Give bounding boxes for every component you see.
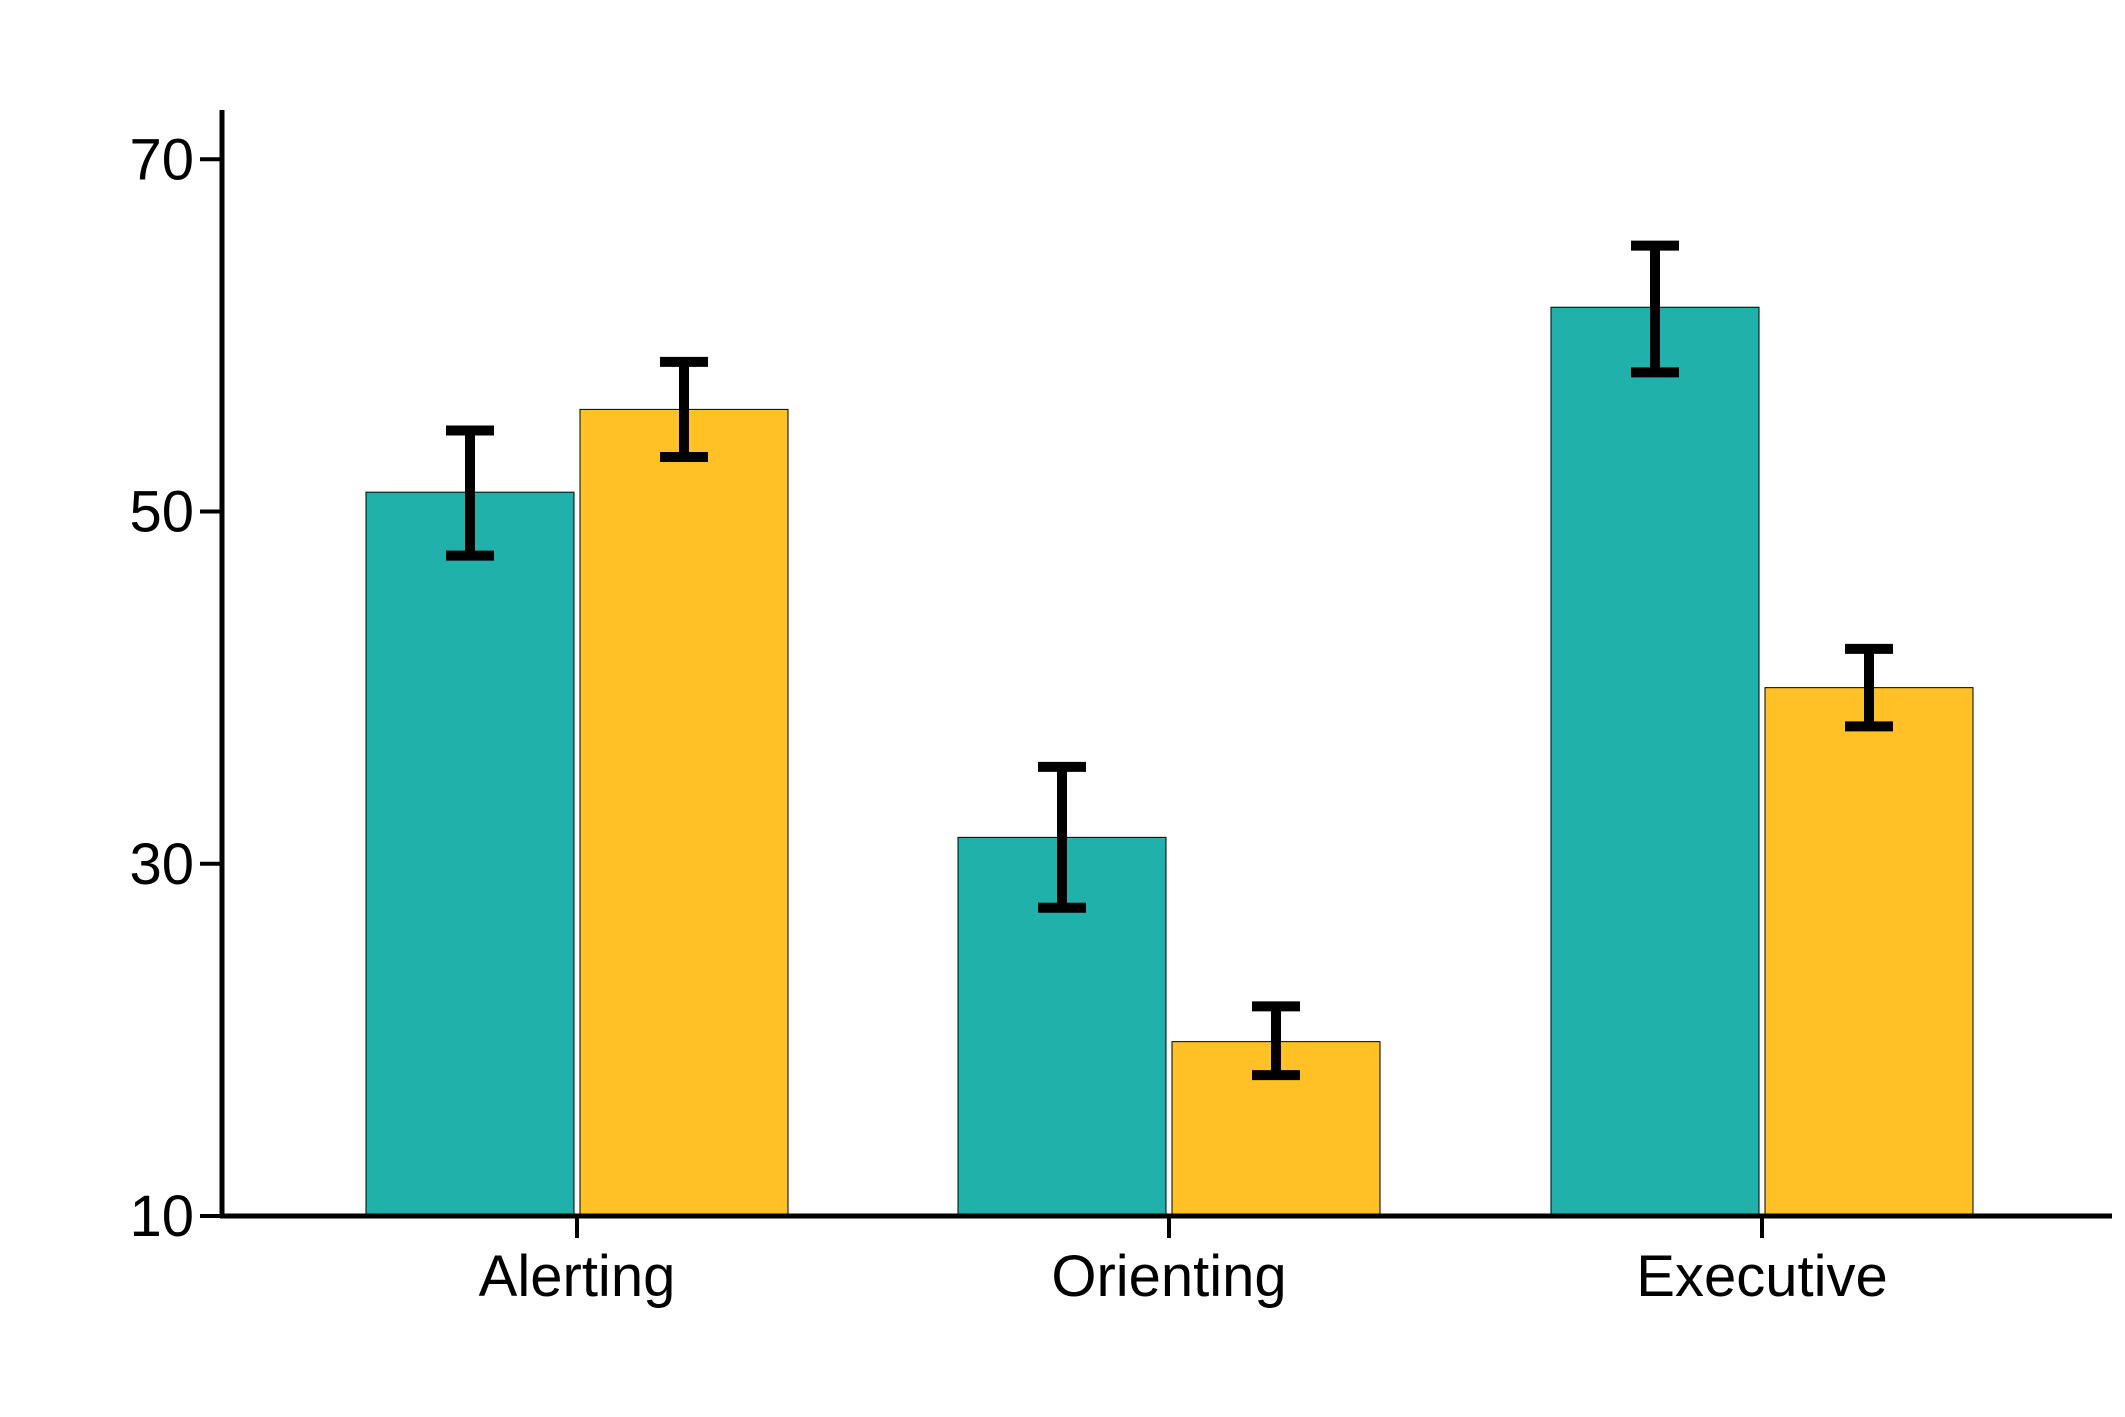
error-bars-layer — [446, 240, 1893, 1081]
x-tick-label-alerting: Alerting — [479, 1244, 676, 1309]
error-bar-orienting-series-1 — [1038, 761, 1086, 913]
x-tick-label-executive: Executive — [1636, 1244, 1887, 1309]
y-tick-label-70: 70 — [129, 127, 194, 192]
x-ticks: Alerting Orienting Executive — [479, 1216, 1888, 1309]
y-tick-label-50: 50 — [129, 480, 194, 545]
error-bar-executive-series-2 — [1845, 643, 1893, 732]
error-bar-alerting-series-1 — [446, 425, 494, 561]
error-bar-alerting-series-2 — [660, 356, 708, 462]
bar-executive-series-2 — [1764, 687, 1974, 1217]
y-ticks: 10 30 50 70 — [129, 127, 222, 1249]
bar-executive-series-1 — [1550, 306, 1760, 1217]
error-bar-orienting-series-2 — [1252, 1001, 1300, 1081]
error-bar-executive-series-1 — [1631, 240, 1679, 378]
bar-alerting-series-1 — [365, 491, 575, 1217]
bar-alerting-series-2 — [579, 408, 789, 1217]
y-tick-label-30: 30 — [129, 832, 194, 897]
y-tick-label-10: 10 — [129, 1184, 194, 1249]
x-tick-label-orienting: Orienting — [1051, 1244, 1286, 1309]
bars-layer — [365, 306, 1974, 1217]
axes-layer — [219, 110, 2112, 1219]
